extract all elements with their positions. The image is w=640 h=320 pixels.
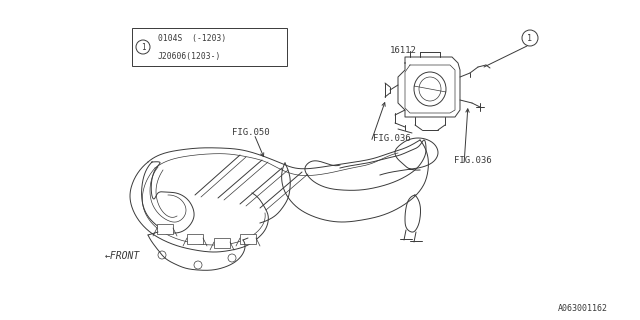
Text: 16112: 16112 <box>390 45 417 54</box>
Text: FIG.036: FIG.036 <box>373 133 411 142</box>
Text: 0104S  (-1203): 0104S (-1203) <box>158 34 227 43</box>
Text: FIG.050: FIG.050 <box>232 127 269 137</box>
Text: A063001162: A063001162 <box>558 304 608 313</box>
Bar <box>132 28 287 66</box>
Text: J20606(1203-): J20606(1203-) <box>158 52 221 61</box>
Bar <box>214 238 230 248</box>
Bar <box>240 234 256 244</box>
Text: ←FRONT: ←FRONT <box>105 251 140 261</box>
Text: FIG.036: FIG.036 <box>454 156 492 164</box>
Bar <box>187 234 203 244</box>
Text: 1: 1 <box>141 43 145 52</box>
Text: 1: 1 <box>527 34 532 43</box>
Bar <box>157 224 173 234</box>
